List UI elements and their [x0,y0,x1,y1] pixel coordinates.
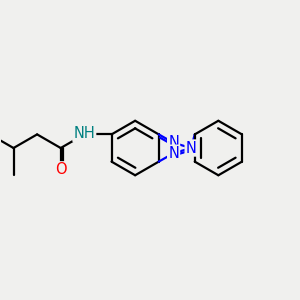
Text: N: N [186,140,196,155]
Text: NH: NH [74,126,95,141]
Text: O: O [55,162,67,177]
Text: N: N [168,135,179,150]
Text: N: N [168,146,179,161]
